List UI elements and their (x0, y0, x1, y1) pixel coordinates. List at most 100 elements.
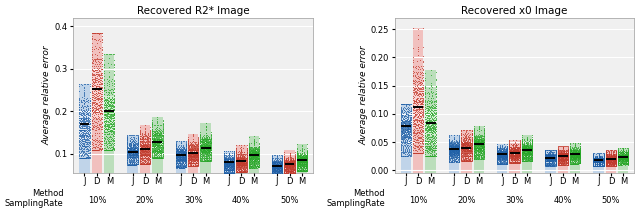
Point (459, 151, 469, 154)
Point (253, 152, 264, 156)
Point (289, 161, 300, 165)
Point (428, 126, 438, 129)
Point (231, 166, 241, 170)
Point (125, 133, 135, 137)
Point (572, 154, 582, 158)
Point (508, 138, 518, 141)
Point (425, 124, 435, 128)
Point (472, 143, 483, 146)
Point (454, 160, 464, 163)
Point (494, 156, 504, 159)
Point (540, 154, 550, 157)
Point (229, 155, 239, 158)
Point (569, 146, 579, 150)
Point (446, 133, 456, 137)
Point (396, 127, 406, 131)
Point (545, 164, 555, 167)
Point (572, 155, 582, 159)
Point (127, 163, 138, 166)
Point (225, 171, 235, 175)
Point (424, 126, 434, 129)
Point (235, 169, 245, 172)
Point (412, 130, 422, 134)
Point (431, 94, 441, 98)
Point (550, 148, 560, 152)
Point (623, 157, 634, 161)
Point (565, 160, 575, 163)
Point (467, 151, 477, 154)
Point (454, 144, 465, 147)
Point (270, 164, 280, 168)
Point (451, 144, 461, 148)
Point (254, 144, 264, 148)
Point (409, 143, 419, 146)
Point (616, 157, 627, 161)
Point (515, 140, 525, 143)
Point (468, 142, 479, 146)
Point (462, 147, 472, 150)
Point (125, 145, 136, 149)
Point (173, 151, 184, 155)
Point (124, 150, 134, 153)
Point (236, 147, 246, 151)
Point (519, 137, 529, 140)
Point (470, 135, 480, 139)
Point (273, 167, 283, 171)
Point (611, 154, 621, 157)
Point (220, 162, 230, 165)
Point (616, 154, 627, 157)
Point (607, 164, 618, 167)
Point (190, 153, 200, 156)
Point (514, 154, 524, 158)
Point (400, 102, 410, 105)
Point (496, 151, 506, 154)
Point (419, 128, 429, 131)
Point (614, 155, 624, 159)
Point (600, 157, 611, 160)
Point (273, 159, 283, 163)
Point (553, 152, 563, 155)
Point (204, 152, 214, 155)
Bar (92, 69, 102, 118)
Point (234, 163, 244, 166)
Point (504, 152, 515, 155)
Point (623, 153, 633, 156)
Point (301, 161, 312, 165)
Point (540, 152, 550, 156)
Point (232, 157, 242, 160)
Point (398, 130, 408, 134)
Point (477, 150, 488, 154)
Point (416, 146, 426, 149)
Point (294, 161, 305, 164)
Point (502, 152, 513, 155)
Point (410, 112, 420, 116)
Point (228, 163, 238, 166)
Point (251, 158, 261, 161)
Point (421, 148, 431, 152)
Point (449, 141, 460, 145)
Point (547, 161, 557, 164)
Point (565, 158, 575, 161)
Point (592, 159, 602, 163)
Point (620, 159, 630, 163)
Point (104, 120, 114, 124)
Point (525, 144, 536, 147)
Point (456, 135, 467, 138)
Point (400, 147, 410, 150)
Point (300, 156, 310, 160)
Point (101, 129, 111, 132)
Point (124, 161, 134, 165)
Point (588, 164, 598, 167)
Point (556, 158, 566, 162)
Point (397, 108, 408, 112)
Point (152, 136, 163, 140)
Point (552, 160, 563, 163)
Point (220, 163, 230, 166)
Point (180, 150, 190, 154)
Point (93, 148, 103, 151)
Point (154, 142, 164, 146)
Point (411, 124, 421, 127)
Point (276, 161, 287, 165)
Point (456, 158, 467, 162)
Point (467, 159, 477, 163)
